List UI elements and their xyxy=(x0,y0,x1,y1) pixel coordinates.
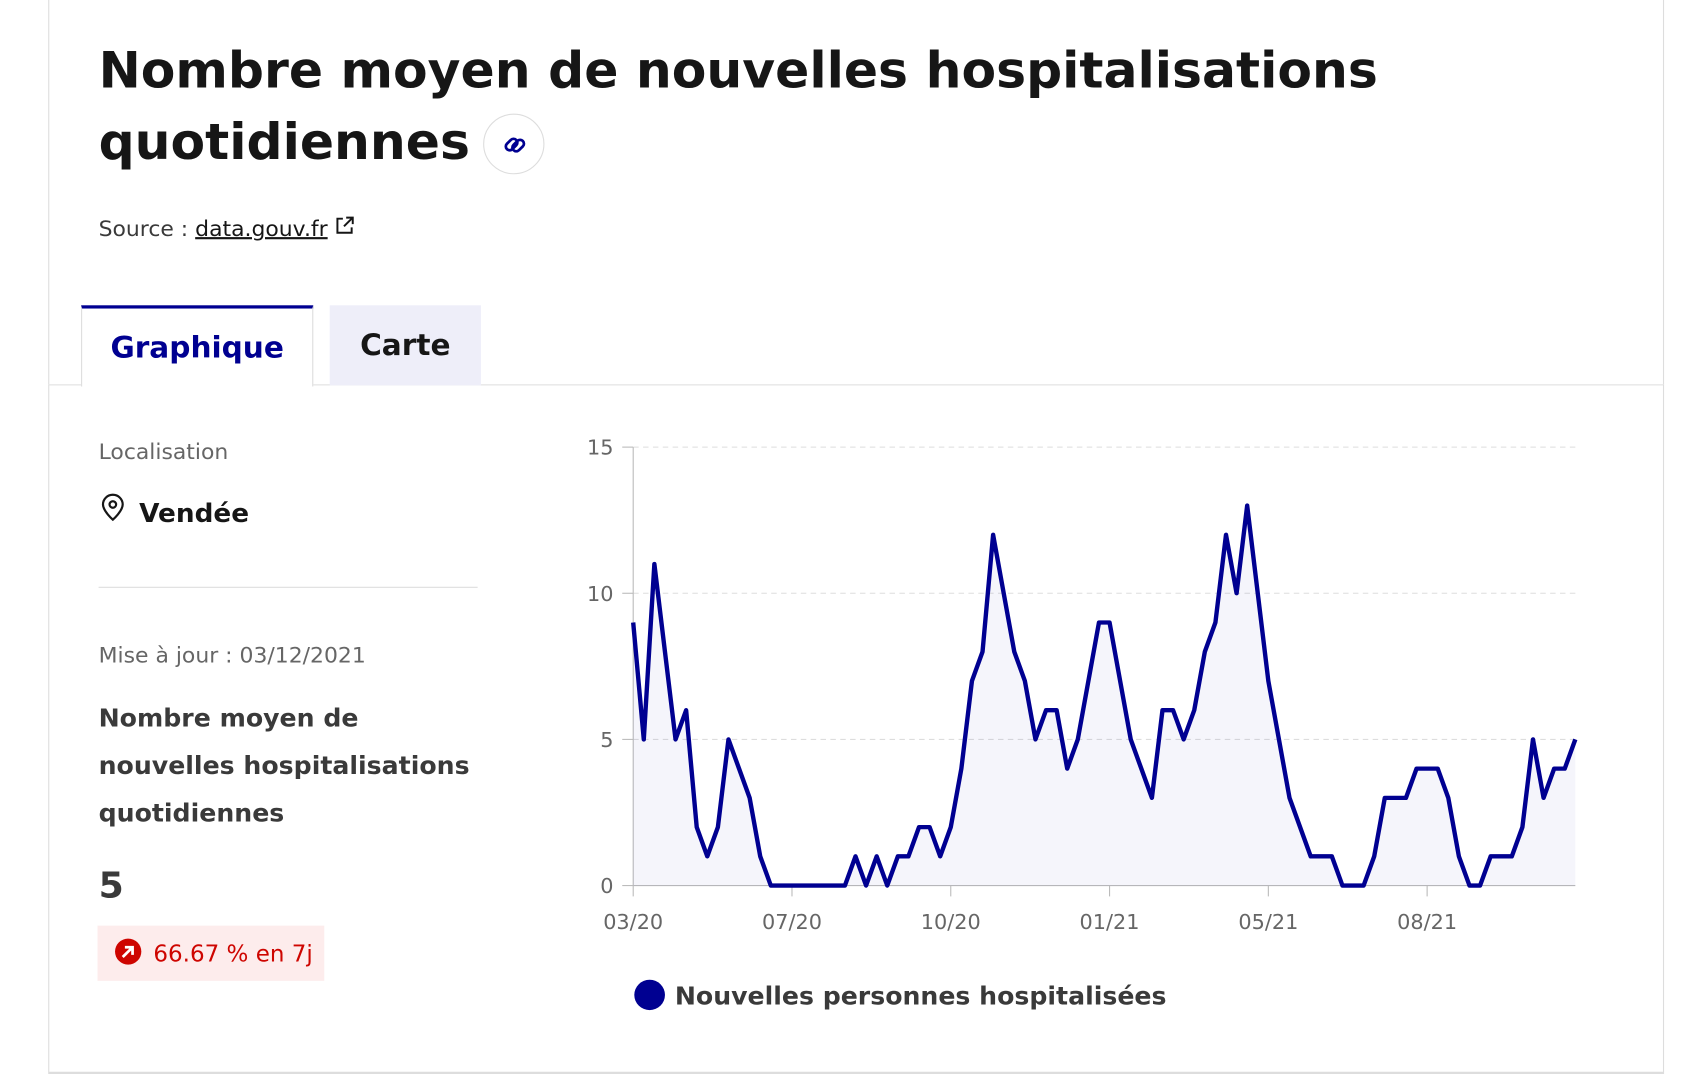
change-badge: 66.67 % en 7j xyxy=(97,925,325,981)
series-line xyxy=(631,503,1578,888)
location: Vendée xyxy=(139,497,250,529)
change: 66.67 % en 7j xyxy=(153,940,313,967)
y-tick-label: 10 xyxy=(587,582,613,606)
legend-label: Nouvelles personnes hospitalisées xyxy=(675,982,1167,1011)
x-tick-label: 07/20 xyxy=(762,910,822,934)
indicator-value: 5 xyxy=(98,863,124,907)
area-fill xyxy=(633,505,1576,886)
x-tick-label: 08/21 xyxy=(1397,910,1457,934)
title: Nombre moyen de nouvelles hospitalisatio… xyxy=(98,41,1378,172)
source-link[interactable]: data.gouv.fr xyxy=(195,215,328,242)
card xyxy=(48,384,1665,1074)
y-tick-label: 5 xyxy=(600,728,613,752)
link-icon xyxy=(504,137,526,153)
x-tick-label: 01/21 xyxy=(1080,910,1140,934)
location-label: Localisation xyxy=(98,438,229,465)
source: Source : data.gouv.fr xyxy=(99,214,357,241)
legend-marker xyxy=(634,979,665,1011)
arrow-icon xyxy=(115,938,142,965)
pin-icon xyxy=(101,493,124,522)
x-tick-label: 10/20 xyxy=(921,910,981,934)
y-tick-label: 0 xyxy=(600,874,613,898)
indicator: Nombre moyen de nouvelles hospitalisatio… xyxy=(98,704,470,829)
tab[interactable]: Graphique xyxy=(81,305,314,387)
updated: Mise à jour : 03/12/2021 xyxy=(98,641,366,668)
y-tick-label: 15 xyxy=(587,436,613,460)
x-tick-label: 03/20 xyxy=(603,910,663,934)
border xyxy=(1662,0,1665,385)
link-button[interactable] xyxy=(483,113,545,175)
divider xyxy=(98,586,478,588)
border xyxy=(48,0,50,385)
x-tick-label: 05/21 xyxy=(1238,910,1298,934)
external-icon xyxy=(336,216,355,234)
tab[interactable]: Carte xyxy=(329,305,481,386)
source-label: Source : xyxy=(98,215,189,242)
